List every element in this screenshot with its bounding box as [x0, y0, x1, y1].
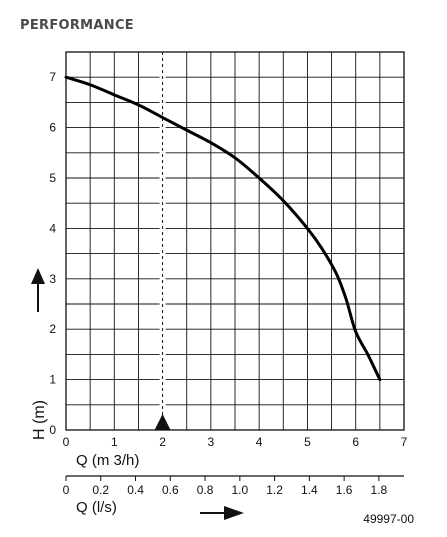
x-tick-label: 5	[304, 435, 311, 449]
y-ticks: 0 1 2 3 4 5 6 7	[49, 70, 56, 437]
marker-gap	[159, 53, 166, 429]
plot-border	[65, 51, 405, 431]
y-axis-label: H (m)	[31, 400, 48, 440]
marker-triangle	[154, 414, 171, 430]
plot-frame	[65, 51, 405, 431]
drawing-code: 49997-00	[363, 512, 414, 526]
y-tick-label: 0	[49, 423, 56, 437]
x-secondary-tick-label: 1.6	[336, 483, 353, 497]
x-axis-label: Q (m 3/h)	[76, 452, 139, 469]
y-axis-arrow	[31, 268, 45, 312]
x-tick-label: 3	[208, 435, 215, 449]
grid	[65, 51, 405, 431]
x-secondary-tick-label: 1.4	[301, 483, 318, 497]
x-ticks: 0 1 2 3 4 5 6 7	[63, 435, 408, 449]
x-tick-label: 6	[352, 435, 359, 449]
x-tick-label: 1	[111, 435, 118, 449]
y-tick-label: 4	[49, 221, 56, 235]
x-secondary-tick-label: 0.6	[162, 483, 179, 497]
x-secondary-tick-label: 1.8	[371, 483, 388, 497]
x-secondary-tick-label: 0.2	[92, 483, 109, 497]
reference-marker	[154, 52, 171, 430]
y-tick-label: 7	[49, 70, 56, 84]
y-tick-label: 3	[49, 272, 56, 286]
x-secondary-ticks: 0 0.2 0.4 0.6 0.8 1.0 1.2 1.4 1.6 1.8	[63, 476, 388, 497]
performance-curve	[64, 75, 382, 382]
y-tick-label: 2	[49, 322, 56, 336]
x-secondary-axis-label: Q (l/s)	[76, 499, 117, 516]
y-tick-label: 6	[49, 121, 56, 135]
chart-title: PERFORMANCE	[20, 18, 134, 33]
x-tick-label: 4	[256, 435, 263, 449]
x-secondary-tick-label: 0.4	[127, 483, 144, 497]
x-tick-label: 7	[401, 435, 408, 449]
x-secondary-tick-label: 0.8	[197, 483, 214, 497]
y-tick-label: 1	[49, 373, 56, 387]
x-tick-label: 0	[63, 435, 70, 449]
y-tick-label: 5	[49, 171, 56, 185]
x-secondary-tick-label: 1.0	[231, 483, 248, 497]
x-axis-arrow	[200, 506, 244, 520]
x-tick-label: 2	[159, 435, 166, 449]
series-layer	[64, 75, 382, 382]
x-secondary-tick-label: 1.2	[266, 483, 283, 497]
x-secondary-tick-label: 0	[63, 483, 70, 497]
